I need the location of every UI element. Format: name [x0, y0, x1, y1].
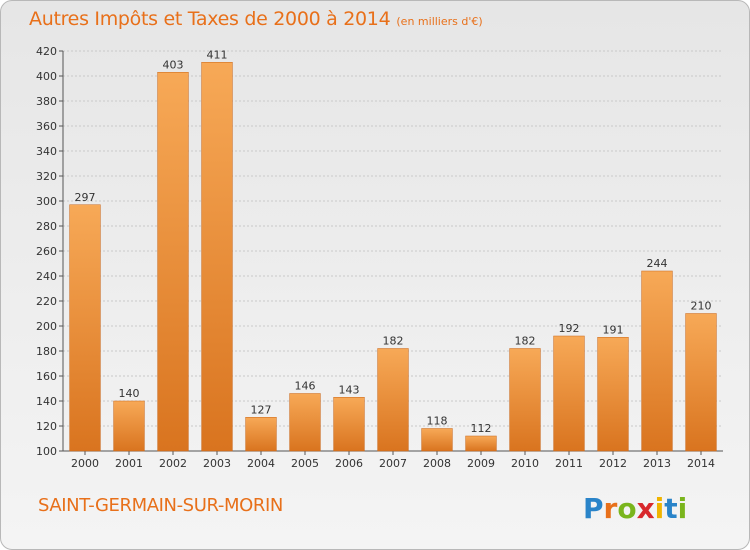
y-tick-label: 360 — [36, 120, 57, 133]
bar — [377, 348, 409, 452]
bar — [157, 72, 189, 452]
bar — [509, 348, 541, 452]
x-tick-label: 2013 — [643, 457, 671, 470]
y-tick-label: 300 — [36, 195, 57, 208]
x-tick-label: 2005 — [291, 457, 319, 470]
x-tick-label: 2006 — [335, 457, 363, 470]
x-tick-label: 2002 — [159, 457, 187, 470]
svg-text:Proxiti: Proxiti — [583, 492, 687, 525]
bar — [245, 417, 277, 452]
data-label: 297 — [75, 191, 96, 204]
commune-name: SAINT-GERMAIN-SUR-MORIN — [38, 495, 283, 516]
bar — [69, 204, 101, 452]
data-label: 191 — [603, 323, 624, 336]
y-tick-label: 240 — [36, 270, 57, 283]
x-tick-label: 2004 — [247, 457, 275, 470]
chart-title: Autres Impôts et Taxes de 2000 à 2014 (en… — [29, 8, 483, 30]
y-tick-label: 280 — [36, 220, 57, 233]
data-label: 403 — [163, 58, 184, 71]
y-tick-label: 180 — [36, 345, 57, 358]
data-label: 182 — [515, 335, 536, 348]
data-label: 146 — [295, 380, 316, 393]
bar — [113, 400, 145, 452]
y-tick-label: 380 — [36, 95, 57, 108]
data-label: 192 — [559, 322, 580, 335]
data-label: 127 — [251, 403, 272, 416]
y-tick-label: 120 — [36, 420, 57, 433]
x-tick-label: 2001 — [115, 457, 143, 470]
data-label: 182 — [383, 335, 404, 348]
chart-title-text: Autres Impôts et Taxes de 2000 à 2014 — [29, 8, 391, 30]
bar — [333, 397, 365, 452]
bar — [289, 393, 321, 452]
x-tick-label: 2007 — [379, 457, 407, 470]
data-label: 244 — [647, 257, 668, 270]
bar — [465, 435, 497, 452]
y-tick-label: 100 — [36, 445, 57, 458]
proxiti-logo: Proxiti — [583, 492, 687, 525]
bar — [685, 313, 717, 452]
y-tick-label: 200 — [36, 320, 57, 333]
y-tick-label: 260 — [36, 245, 57, 258]
bar — [201, 62, 233, 452]
y-tick-label: 420 — [36, 45, 57, 58]
y-tick-label: 160 — [36, 370, 57, 383]
data-label: 210 — [691, 300, 712, 313]
bar — [553, 335, 585, 452]
y-tick-label: 400 — [36, 70, 57, 83]
x-tick-label: 2003 — [203, 457, 231, 470]
x-tick-label: 2011 — [555, 457, 583, 470]
x-tick-label: 2010 — [511, 457, 539, 470]
x-tick-label: 2014 — [687, 457, 715, 470]
data-label: 118 — [427, 415, 448, 428]
y-tick-label: 320 — [36, 170, 57, 183]
x-tick-label: 2012 — [599, 457, 627, 470]
y-tick-label: 140 — [36, 395, 57, 408]
chart-subtitle: (en milliers d'€) — [396, 15, 483, 28]
x-tick-label: 2009 — [467, 457, 495, 470]
bars — [69, 62, 717, 452]
x-tick-label: 2008 — [423, 457, 451, 470]
x-tick-label: 2000 — [71, 457, 99, 470]
bar — [597, 337, 629, 452]
data-label: 112 — [471, 422, 492, 435]
data-label: 140 — [119, 387, 140, 400]
bar — [641, 270, 673, 452]
labels: 100 120 140 160 180 200 220 240 260 280 300 320 340 3… — [36, 45, 715, 470]
bar — [421, 428, 453, 452]
data-label: 411 — [207, 48, 228, 61]
y-tick-label: 340 — [36, 145, 57, 158]
data-label: 143 — [339, 383, 360, 396]
y-tick-label: 220 — [36, 295, 57, 308]
